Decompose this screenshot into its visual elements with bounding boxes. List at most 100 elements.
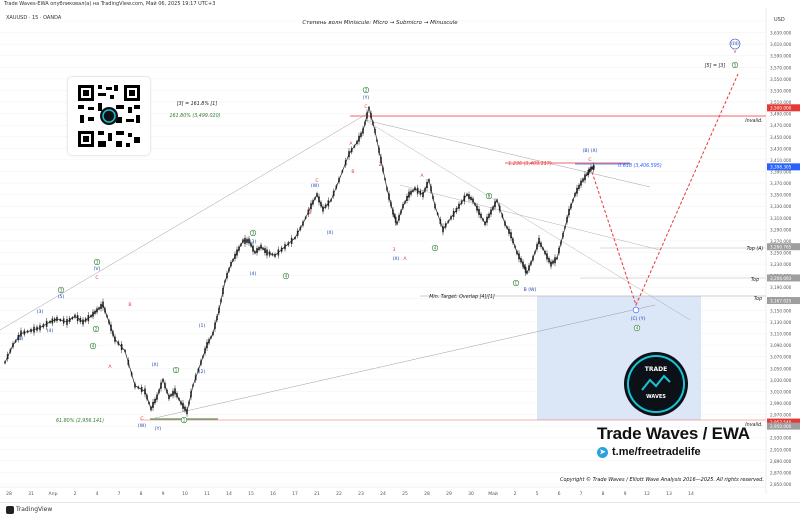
wave-label-circle [57,286,65,294]
candle-body [274,253,276,257]
candle-body [498,205,501,211]
candle-body [87,315,90,322]
candle-body [393,214,396,218]
candle-body [434,204,436,209]
time-tick-label-16: 23 [358,491,364,497]
candle-body [36,326,38,331]
time-axis: 28 31 Апр 2 4 7 8 9 10 11 14 15 16 17 21 22 23 24 25 28 29 30… [0,486,766,497]
candle-body [494,201,496,208]
annotation-3: 0.618 (3,406.595) [618,163,662,169]
time-tick-label-19: 28 [424,491,430,497]
candle-body [84,318,87,322]
price-tag-3 [767,274,800,282]
time-tick-label-1: 31 [28,491,34,497]
candle-body [174,388,176,395]
annotation-6: [5] = [3] [705,63,726,69]
candle-body [548,258,550,263]
candle-body [452,210,455,217]
candle-body [212,332,214,336]
wave-label-circle [512,279,520,287]
candle-body [564,226,566,229]
candle-body [266,249,268,256]
wave-label: (1) [17,336,24,342]
candle-body [370,113,372,119]
candle-body [294,237,296,240]
candle-body [536,244,538,250]
candle-body [463,195,466,202]
wave-label-circle [632,306,640,314]
time-tick-label-2: Апр [49,491,58,497]
candle-body [284,244,286,250]
annotation-8: Top (A) [747,246,764,252]
candle-body [466,193,468,196]
candle-body [190,391,192,398]
candle-body [576,187,578,194]
time-tick-label-29: 12 [644,491,650,497]
price-tag-5 [767,418,800,426]
candle-body [580,180,582,186]
candle-body [264,248,266,254]
price-tag-0 [767,104,800,112]
price-tick-label-40: 2,850.000 [770,482,792,487]
candle-body [98,307,100,310]
wave-label: (1) [199,323,206,329]
candle-body [470,196,472,200]
candle-body [186,409,188,415]
wave-label: A [403,256,407,262]
candle-body [4,361,6,364]
telegram-link[interactable]: ➤ t.me/freetradelife [597,446,701,458]
candle-body [410,190,412,195]
wave-label: C [364,104,367,110]
candle-body [506,226,508,229]
price-axis-bg [766,8,800,494]
wave-label-circle [89,342,97,350]
time-tick-label-6: 8 [140,491,143,497]
price-tag-text-3: 3,206.093 [770,276,792,281]
candle-body [348,151,350,158]
wave-label-circle [485,192,493,200]
wave-label: (W) [138,423,146,429]
candle-body [488,213,490,218]
candle-body [172,390,174,396]
wave-label-circle [180,416,188,424]
candle-body [277,249,280,256]
wave-label: (5) [58,294,65,300]
time-tick-label-22: Май [488,490,498,497]
candle-body [447,220,450,223]
candle-body [130,372,133,376]
candle-body [271,253,274,256]
channel-upper [364,119,651,188]
candle-body [280,247,283,252]
candle-body [582,178,584,182]
price-tick-label-17: 3,310.000 [770,216,792,221]
wave-label: 2 [95,327,98,332]
top-info-bar: Trade Waves-EWA опубликовал(а) на Tradin… [0,0,800,8]
candle-body [522,261,524,267]
price-tick-label-9: 3,470.000 [770,123,792,128]
wave-label-circle [93,258,101,266]
candle-body [180,401,182,405]
price-tag-6 [767,422,800,430]
candle-body [170,394,172,397]
candle-body [591,167,594,170]
wave-labels: 3(5)3(V)C2(Y)C(1)(3)(4)42BAC(W)1(Y)(X)1(… [17,38,741,432]
wave-label: V [733,49,737,55]
candle-body [42,324,45,328]
wave-label: (V) [94,266,101,272]
candle-body [364,121,366,125]
candle-body [23,330,26,335]
candle-body [458,203,460,209]
time-tick-label-10: 14 [226,491,232,497]
candle-body [444,223,447,228]
candle-body [197,368,200,372]
annotation-invalid-lower: Invalid. [745,422,762,428]
candle-body [350,148,353,153]
price-tick-label-27: 3,110.000 [770,332,792,337]
candle-body [572,199,574,202]
trade-waves-logo: TRADE WAVES [624,352,688,416]
candle-body [356,141,358,145]
candle-body [307,209,310,215]
candle-body [556,257,558,260]
candle-body [362,128,364,134]
